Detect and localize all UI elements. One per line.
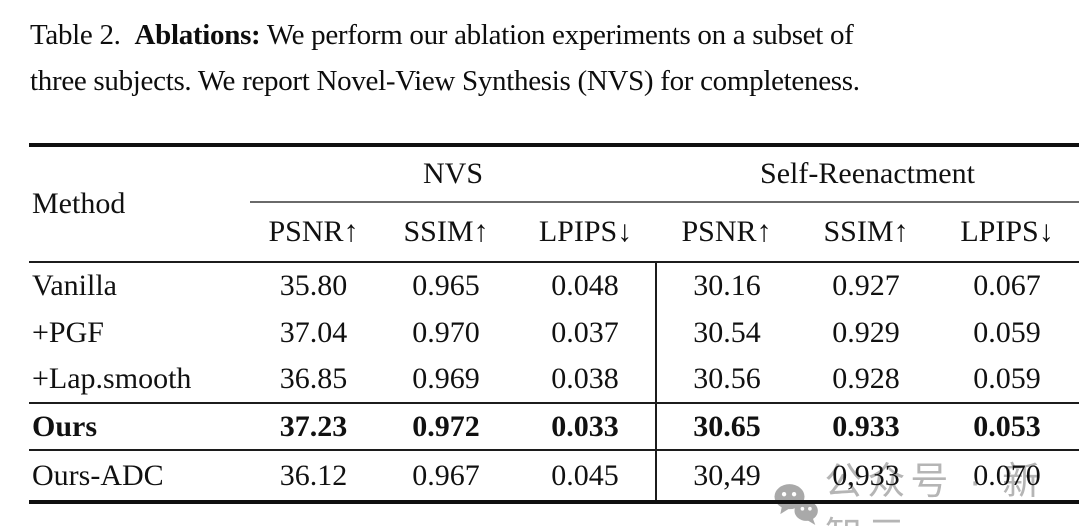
method-cell: +Lap.smooth <box>32 362 192 395</box>
value-cell: 30,49 <box>655 449 798 502</box>
table-caption: Table 2. Ablations: We perform our ablat… <box>30 12 1048 104</box>
value-cell: 0.965 <box>412 269 480 302</box>
value-cell: 37.23 <box>250 402 377 450</box>
value-cell: 0.037 <box>551 315 619 349</box>
method-cell: Vanilla <box>32 269 117 302</box>
col-header-nvs-psnr: PSNR↑ <box>250 202 377 263</box>
group-header-self-reenactment: Self-Reenactment <box>656 145 1080 203</box>
value-cell: 0.967 <box>377 449 515 502</box>
value-cell: 0.059 <box>973 362 1041 395</box>
col-header-sr-lpips: LPIPS↓ <box>935 202 1080 263</box>
value-cell: 0.970 <box>412 315 480 349</box>
method-cell: Ours <box>29 402 250 450</box>
col-header-sr-psnr: PSNR↑ <box>656 202 798 263</box>
value-cell: 0.927 <box>832 269 900 302</box>
value-cell: 0.038 <box>551 362 619 395</box>
caption-title: Ablations: <box>134 19 261 51</box>
table-row-ours: Ours 37.23 0.972 0.033 30.65 0.933 0.053 <box>29 402 1080 450</box>
table-row-lapsmooth: +Lap.smooth 36.85 0.969 0.038 30.56 0.92… <box>29 356 1079 403</box>
ablation-table: Method NVS Self-Reenactment PSNR↑ SSIM↑ … <box>29 143 1080 504</box>
value-cell: 0.048 <box>551 269 619 302</box>
value-cell: 0.929 <box>832 315 900 349</box>
value-cell: 0.053 <box>935 402 1080 450</box>
value-cell: 0.033 <box>515 402 657 450</box>
value-cell: 36.85 <box>279 362 348 395</box>
value-cell: 30.56 <box>655 356 798 403</box>
group-header-nvs: NVS <box>250 145 657 203</box>
value-cell: 36.12 <box>250 449 377 502</box>
caption-text-line1: We perform our ablation experiments on a… <box>266 19 854 51</box>
caption-label: Table 2. <box>30 19 121 51</box>
value-cell: 0.045 <box>515 449 657 502</box>
value-cell: 0.059 <box>973 315 1041 349</box>
value-cell: 0.933 <box>797 402 936 450</box>
value-cell: 30.54 <box>655 309 798 356</box>
col-header-nvs-ssim: SSIM↑ <box>377 202 515 263</box>
value-cell: 37.04 <box>279 315 348 349</box>
table-row-pgf: +PGF 37.04 0.970 0.037 30.54 0.929 0.059 <box>29 309 1079 356</box>
value-cell: 30.65 <box>655 402 798 450</box>
value-cell: 30.16 <box>655 262 798 309</box>
group-header-row: Method NVS Self-Reenactment <box>29 145 1080 263</box>
value-cell: 0.969 <box>412 362 480 395</box>
value-cell: 0.972 <box>377 402 515 450</box>
value-cell: 0,933 <box>797 449 936 502</box>
method-cell: Ours-ADC <box>29 449 250 502</box>
value-cell: 0.067 <box>973 269 1041 302</box>
results-table: Method NVS Self-Reenactment PSNR↑ SSIM↑ … <box>29 143 1080 504</box>
col-header-nvs-lpips: LPIPS↓ <box>515 202 657 263</box>
caption-text-line2: three subjects. We report Novel-View Syn… <box>30 65 860 97</box>
method-cell: +PGF <box>32 315 104 349</box>
col-header-sr-ssim: SSIM↑ <box>797 202 936 263</box>
method-column-header: Method <box>29 145 250 263</box>
value-cell: 35.80 <box>279 269 348 302</box>
subheader-row: PSNR↑ SSIM↑ LPIPS↓ PSNR↑ SSIM↑ LPIPS↓ <box>29 202 1080 263</box>
value-cell: 0.070 <box>935 449 1080 502</box>
table-row-ours-adc: Ours-ADC 36.12 0.967 0.045 30,49 0,933 0… <box>29 449 1080 502</box>
table-row-vanilla: Vanilla 35.80 0.965 0.048 30.16 0.927 0.… <box>29 262 1079 309</box>
value-cell: 0.928 <box>832 362 900 395</box>
